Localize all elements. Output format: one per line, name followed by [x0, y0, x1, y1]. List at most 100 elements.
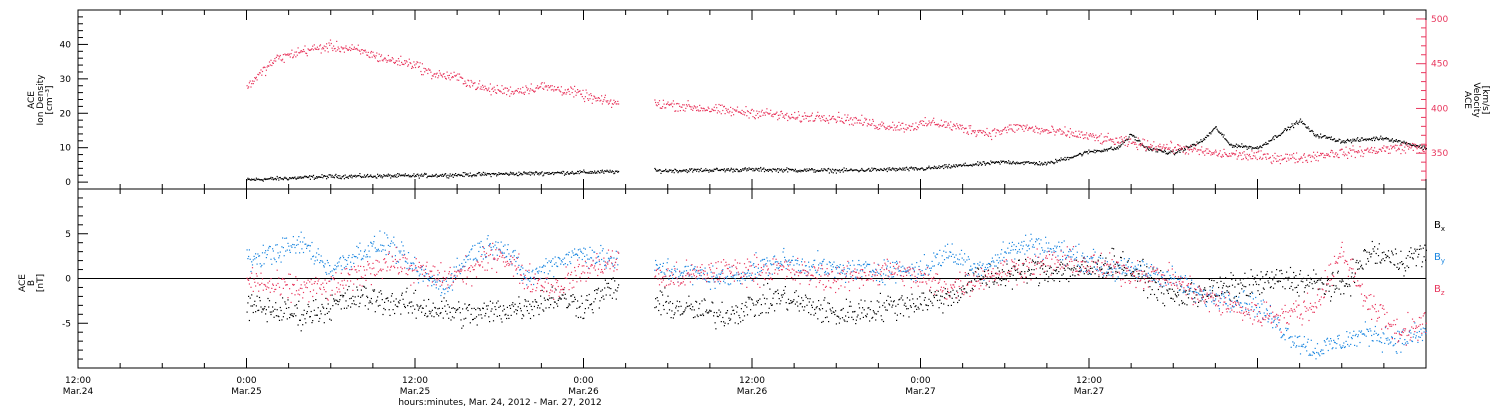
density-point: [804, 169, 807, 171]
b-bx-point: [519, 302, 521, 305]
velocity-point: [773, 113, 775, 115]
b-bx-point: [455, 309, 457, 311]
velocity-point: [954, 125, 956, 127]
b-bx-point: [587, 299, 589, 301]
density-point: [857, 170, 859, 172]
density-point: [669, 169, 671, 171]
velocity-point: [1412, 149, 1414, 151]
velocity-point: [1026, 124, 1028, 126]
density-point: [315, 177, 317, 179]
velocity-point: [801, 120, 803, 122]
b-by-point: [528, 271, 530, 274]
b-bx-point: [803, 309, 805, 311]
density-point: [456, 175, 458, 177]
b-bx-point: [775, 290, 777, 293]
velocity-point: [808, 115, 810, 118]
velocity-point: [708, 107, 710, 110]
b-bx-point: [1046, 270, 1048, 272]
b-bx-point: [1072, 269, 1075, 271]
b-bx-point: [1110, 267, 1112, 269]
velocity-point: [1065, 135, 1068, 137]
density-point: [955, 164, 957, 166]
velocity-point: [389, 60, 391, 62]
velocity-point: [816, 114, 818, 117]
velocity-point: [587, 98, 589, 100]
b-bx-point: [349, 298, 351, 300]
density-point: [1293, 123, 1295, 125]
b-bx-point: [326, 312, 328, 314]
b-bx-point: [738, 314, 740, 317]
density-point: [763, 167, 765, 169]
velocity-point: [691, 106, 693, 108]
b-bx-point: [601, 289, 603, 291]
density-point: [1014, 163, 1017, 165]
b-by-point: [423, 275, 425, 277]
velocity-point: [742, 113, 744, 115]
velocity-point: [1072, 135, 1074, 137]
velocity-point: [1126, 138, 1128, 140]
density-point: [927, 167, 929, 169]
b-bx-point: [523, 305, 525, 307]
b-by-point: [573, 254, 575, 256]
density-point: [1164, 150, 1166, 153]
b-bx-point: [1303, 291, 1305, 293]
b-bx-point: [1344, 285, 1346, 287]
density-point: [919, 168, 922, 170]
b-bx-point: [1409, 256, 1411, 258]
velocity-point: [1414, 145, 1416, 148]
density-point: [496, 173, 498, 176]
density-point: [568, 173, 570, 175]
density-point: [1425, 148, 1427, 150]
b-bx-point: [1346, 283, 1348, 285]
b-by-point: [414, 267, 417, 269]
b-bx-point: [1297, 284, 1299, 286]
velocity-point: [546, 86, 548, 88]
b-bx-point: [1263, 288, 1265, 290]
velocity-point: [1016, 129, 1018, 131]
b-bx-point: [1320, 279, 1322, 281]
density-point: [339, 175, 341, 177]
velocity-point: [477, 86, 479, 88]
density-point: [1165, 153, 1167, 155]
b-bx-point: [703, 298, 705, 300]
density-point: [1077, 154, 1079, 156]
density-point: [1133, 134, 1135, 137]
density-point: [862, 170, 864, 172]
velocity-point: [672, 100, 674, 102]
b-bx-point: [1219, 276, 1221, 278]
velocity-point: [1120, 136, 1122, 138]
velocity-point: [286, 54, 288, 56]
density-point: [844, 170, 846, 172]
density-point: [660, 172, 662, 174]
density-point: [1211, 131, 1213, 133]
b-bx-point: [712, 302, 714, 304]
density-point: [355, 176, 357, 178]
density-point: [1162, 150, 1164, 152]
b-by-point: [317, 248, 319, 250]
density-point: [341, 176, 343, 178]
b-bx-point: [559, 297, 561, 299]
density-point: [455, 173, 457, 175]
velocity-point: [1164, 147, 1166, 149]
b-by-point: [246, 249, 248, 251]
density-point: [1088, 149, 1090, 151]
b-bx-point: [431, 309, 433, 311]
velocity-point: [1395, 150, 1397, 152]
velocity-point: [810, 115, 812, 117]
b-by-point: [567, 264, 569, 266]
velocity-point: [1002, 129, 1004, 131]
b-bx-point: [278, 316, 280, 318]
density-point: [1333, 138, 1335, 140]
velocity-point: [799, 120, 801, 122]
density-point: [531, 173, 533, 175]
b-bx-point: [860, 299, 862, 301]
velocity-point: [961, 124, 963, 126]
b-by-point: [557, 256, 559, 259]
b-bx-point: [387, 297, 389, 299]
b-bx-point: [830, 310, 832, 312]
b-bx-point: [252, 311, 254, 314]
b-bx-point: [754, 314, 756, 316]
density-point: [970, 164, 972, 166]
b-bx-point: [1139, 261, 1141, 263]
velocity-point: [268, 61, 271, 63]
